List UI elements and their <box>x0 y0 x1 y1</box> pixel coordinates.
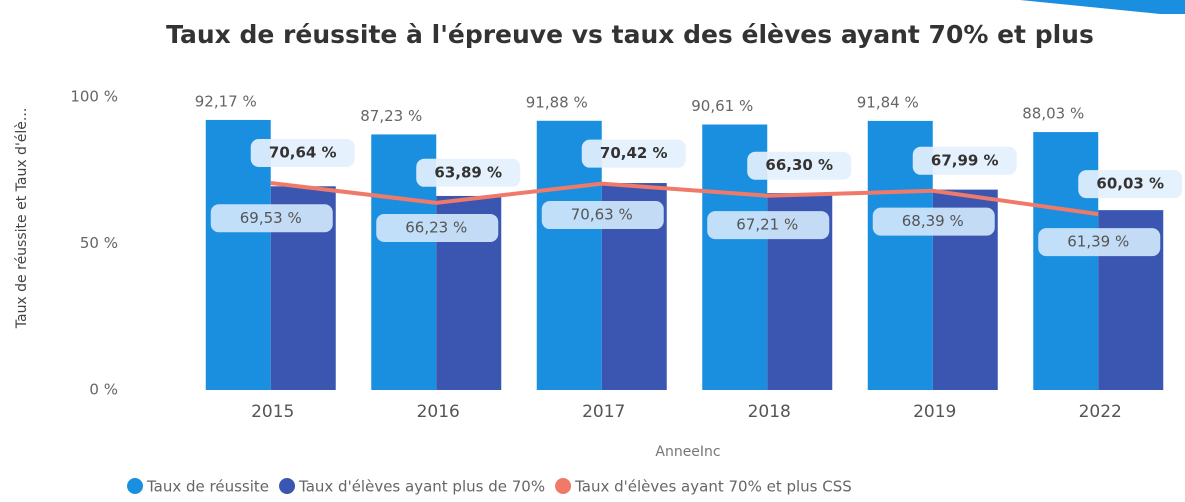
data-label: 91,84 % <box>857 93 919 111</box>
data-label: 61,39 % <box>1067 233 1129 251</box>
chart-title: Taux de réussite à l'épreuve vs taux des… <box>166 20 1094 49</box>
data-label: 70,64 % <box>269 144 337 162</box>
data-label-box <box>210 204 333 233</box>
legend-label: Taux d'élèves ayant 70% et plus CSS <box>574 478 852 496</box>
y-axis-title: Taux de réussite et Taux d'élè... <box>14 108 30 330</box>
data-label: 68,39 % <box>902 212 964 230</box>
data-label: 66,23 % <box>405 218 467 236</box>
data-label-box <box>707 211 830 240</box>
legend-swatch <box>127 478 143 494</box>
x-tick-label: 2016 <box>417 402 460 422</box>
x-tick-label: 2019 <box>913 402 956 422</box>
y-tick-label: 0 % <box>89 381 118 399</box>
data-label-box <box>912 146 1017 175</box>
data-label: 88,03 % <box>1022 105 1084 123</box>
data-label: 70,63 % <box>571 206 633 224</box>
data-label: 67,99 % <box>931 151 999 169</box>
legend-swatch <box>555 478 572 494</box>
data-label: 91,88 % <box>526 93 588 111</box>
data-label: 60,03 % <box>1096 175 1164 193</box>
data-label-box <box>416 158 521 187</box>
y-tick-label: 100 % <box>70 88 118 106</box>
legend-label: Taux de réussite <box>146 478 269 496</box>
data-label-box <box>376 213 499 242</box>
data-label-box <box>872 207 995 236</box>
x-axis-title: AnneeInc <box>655 444 720 460</box>
x-tick-label: 2022 <box>1079 402 1122 422</box>
data-label-box <box>581 139 686 168</box>
line <box>270 181 1099 217</box>
x-tick-label: 2015 <box>251 402 294 422</box>
data-label: 87,23 % <box>360 107 422 125</box>
data-label: 70,42 % <box>600 144 668 162</box>
legend-label: Taux d'élèves ayant plus de 70% <box>298 478 545 496</box>
x-tick-label: 2017 <box>582 402 625 422</box>
data-label-box <box>1078 170 1183 199</box>
data-label: 63,89 % <box>434 163 502 181</box>
data-label: 69,53 % <box>240 209 302 227</box>
data-label-box <box>250 139 355 168</box>
data-label-box <box>1038 228 1161 257</box>
data-label: 92,17 % <box>195 92 257 110</box>
x-tick-label: 2018 <box>748 402 791 422</box>
data-label: 90,61 % <box>691 97 753 115</box>
data-label: 67,21 % <box>736 216 798 234</box>
legend-swatch <box>279 478 296 494</box>
decor-strip <box>1020 0 1185 14</box>
data-label-box <box>747 151 852 180</box>
data-label-box <box>541 201 664 230</box>
data-label: 66,30 % <box>765 156 833 174</box>
y-tick-label: 50 % <box>80 234 118 252</box>
